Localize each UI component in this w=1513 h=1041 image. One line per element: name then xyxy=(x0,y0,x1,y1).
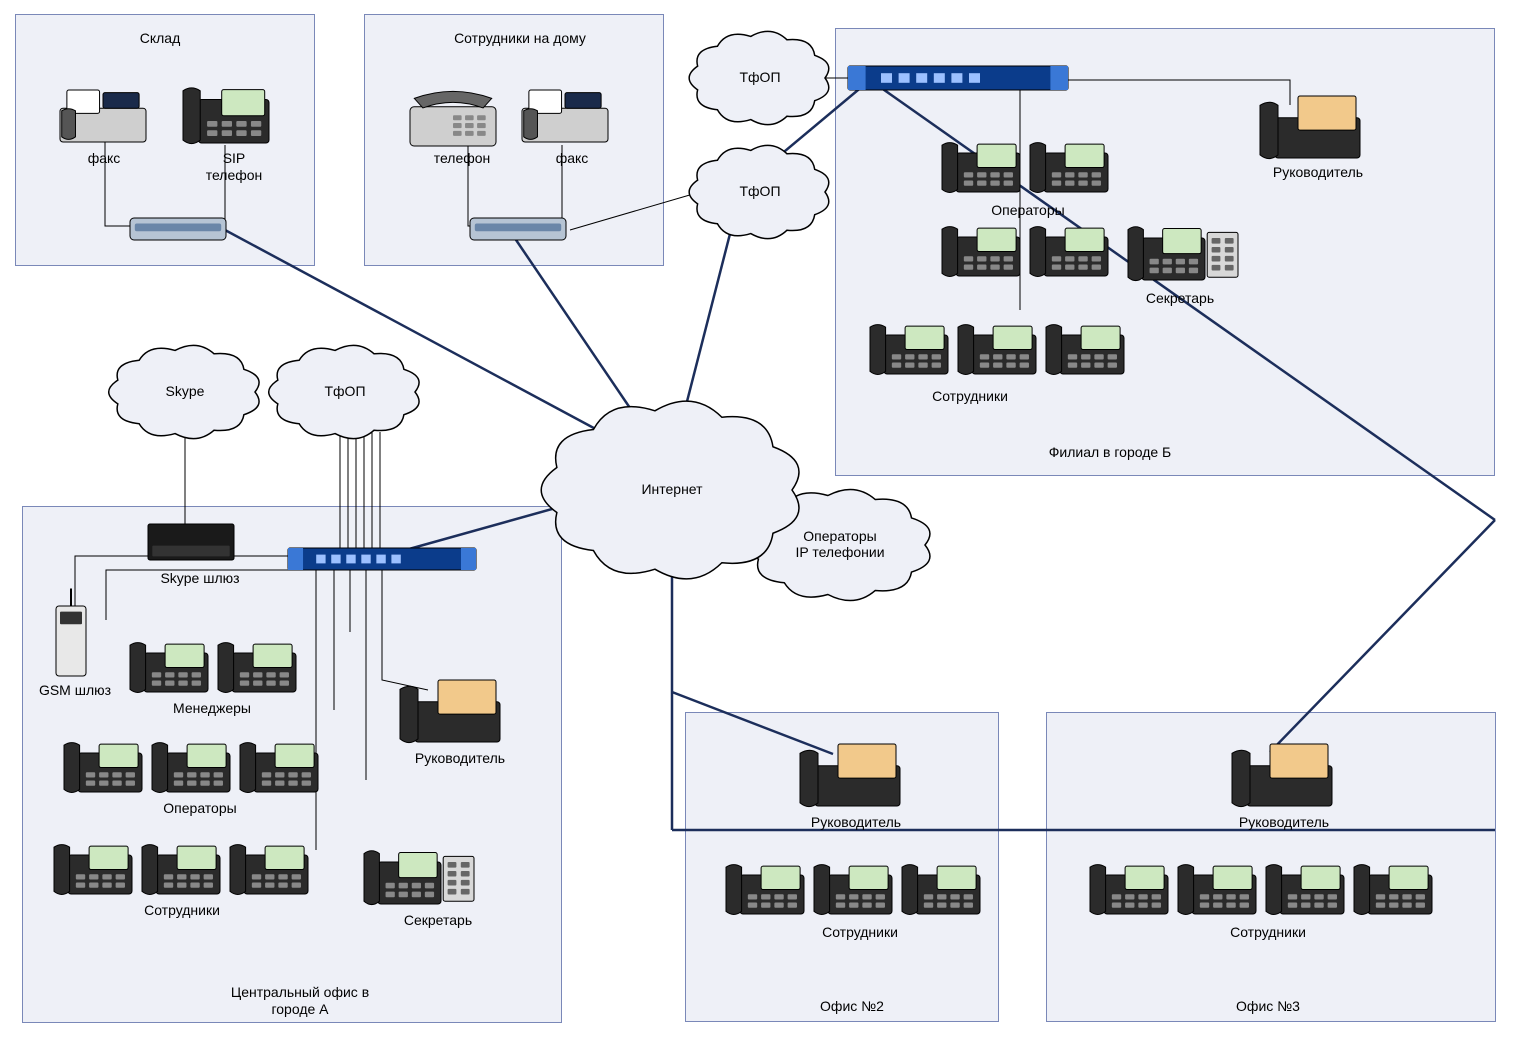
label-gsm-gateway: GSM шлюз xyxy=(30,682,120,699)
cloud-icon: ТфОП xyxy=(689,31,829,124)
cloud-icon: Интернет xyxy=(541,401,799,579)
svg-text:ТфОП: ТфОП xyxy=(324,383,365,399)
ipphone-icon xyxy=(240,743,318,793)
router-icon xyxy=(130,218,226,240)
blackbox-icon xyxy=(148,524,234,560)
label-central-managers: Менеджеры xyxy=(152,700,272,717)
ipphone-icon xyxy=(54,845,132,895)
gsmgw-icon xyxy=(56,589,86,677)
fax-icon xyxy=(60,90,146,142)
title-central: Центральный офис в городе А xyxy=(200,984,400,1018)
ipphone-icon xyxy=(1354,865,1432,915)
ipphone-icon xyxy=(870,325,948,375)
ipphone-icon xyxy=(64,743,142,793)
cloud-icon: ТфОП xyxy=(689,145,829,238)
ipphone-icon xyxy=(1030,143,1108,193)
label-branch-employees: Сотрудники xyxy=(900,388,1040,405)
svg-text:Интернет: Интернет xyxy=(641,481,703,497)
label-home-fax: факс xyxy=(542,150,602,167)
ipphone-icon xyxy=(142,845,220,895)
ipphone-icon xyxy=(1266,865,1344,915)
videophone-icon xyxy=(400,680,500,743)
ipphone-icon xyxy=(152,743,230,793)
router-icon xyxy=(470,218,566,240)
ipphone-icon xyxy=(814,865,892,915)
deskphone-icon xyxy=(410,91,496,146)
ipphone-icon xyxy=(230,845,308,895)
cloud-icon: ТфОП xyxy=(269,345,419,438)
ipphone-icon xyxy=(942,143,1020,193)
ipphone-icon xyxy=(902,865,980,915)
rackserver-icon xyxy=(288,548,476,570)
ipphone-icon xyxy=(1030,227,1108,277)
secphone-icon xyxy=(364,851,474,905)
label-branch-operators: Операторы xyxy=(968,202,1088,219)
label-branch-secretary: Секретарь xyxy=(1120,290,1240,307)
label-office2-manager: Руководитель xyxy=(796,814,916,831)
svg-text:ТфОП: ТфОП xyxy=(739,183,780,199)
svg-text:Skype: Skype xyxy=(166,383,205,399)
ipphone-icon xyxy=(726,865,804,915)
svg-text:IP телефонии: IP телефонии xyxy=(795,544,884,560)
title-branch-b: Филиал в городе Б xyxy=(1000,444,1220,461)
videophone-icon xyxy=(1232,744,1332,807)
videophone-icon xyxy=(800,744,900,807)
label-warehouse-fax: факс xyxy=(74,150,134,167)
title-office2: Офис №2 xyxy=(792,998,912,1015)
label-warehouse-sip: SIP телефон xyxy=(194,150,274,184)
fax-icon xyxy=(522,90,608,142)
label-skype-gateway: Skype шлюз xyxy=(140,570,260,587)
videophone-icon xyxy=(1260,96,1360,159)
ipphone-icon xyxy=(218,643,296,693)
ipphone-icon xyxy=(1090,865,1168,915)
cloud-icon: Skype xyxy=(109,345,259,438)
svg-text:ТфОП: ТфОП xyxy=(739,69,780,85)
ipphone-icon xyxy=(1178,865,1256,915)
svg-text:Операторы: Операторы xyxy=(803,528,876,544)
label-central-manager: Руководитель xyxy=(400,750,520,767)
rackserver-icon xyxy=(848,66,1068,90)
title-home: Сотрудники на дому xyxy=(420,30,620,47)
ipphone-icon xyxy=(183,88,269,144)
label-central-employees: Сотрудники xyxy=(112,902,252,919)
ipphone-icon xyxy=(130,643,208,693)
ipphone-icon xyxy=(958,325,1036,375)
label-central-operators: Операторы xyxy=(140,800,260,817)
title-office3: Офис №3 xyxy=(1198,998,1338,1015)
label-office2-employees: Сотрудники xyxy=(800,924,920,941)
label-office3-employees: Сотрудники xyxy=(1198,924,1338,941)
label-office3-manager: Руководитель xyxy=(1224,814,1344,831)
label-central-secretary: Секретарь xyxy=(378,912,498,929)
label-branch-manager: Руководитель xyxy=(1258,164,1378,181)
label-home-phone: телефон xyxy=(422,150,502,167)
secphone-icon xyxy=(1128,227,1238,281)
title-warehouse: Склад xyxy=(100,30,220,47)
ipphone-icon xyxy=(1046,325,1124,375)
ipphone-icon xyxy=(942,227,1020,277)
